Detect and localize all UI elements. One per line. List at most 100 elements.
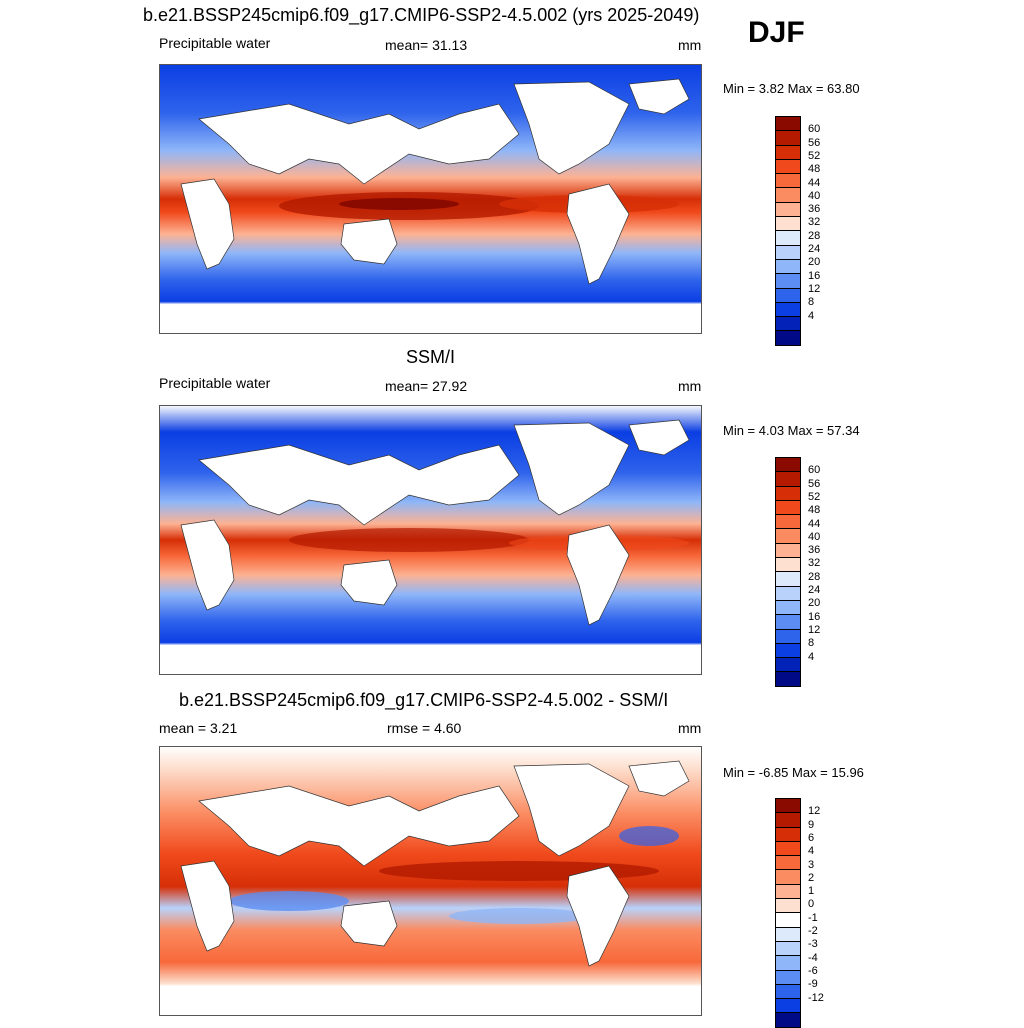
colorbar-swatch bbox=[776, 614, 800, 629]
colorbar-swatch bbox=[776, 855, 800, 870]
colorbar-swatch bbox=[776, 187, 800, 202]
colorbar-tick-label: 28 bbox=[808, 570, 821, 583]
panel-3-land bbox=[180, 760, 690, 967]
colorbar-tick-label: 8 bbox=[808, 296, 815, 309]
panel-2-units: mm bbox=[678, 378, 702, 394]
colorbar-tick-label: -4 bbox=[808, 951, 818, 964]
panel-1-minmax: Min = 3.82 Max = 63.80 bbox=[723, 81, 860, 96]
panel-3-rmse-label: rmse = 4.60 bbox=[387, 720, 462, 736]
panel-2-left-label: Precipitable water bbox=[159, 375, 271, 391]
colorbar-tick-label: 3 bbox=[808, 858, 815, 871]
colorbar-tick-label: 44 bbox=[808, 176, 821, 189]
colorbar-swatch bbox=[776, 158, 800, 174]
colorbar-tick-label: 24 bbox=[808, 243, 821, 255]
panel-1-land bbox=[180, 78, 690, 285]
colorbar-swatch bbox=[776, 883, 800, 899]
colorbar-tick-label: 4 bbox=[808, 845, 815, 858]
colorbar-tick-label: 0 bbox=[808, 898, 815, 911]
colorbar-swatch bbox=[776, 826, 800, 841]
colorbar-swatch bbox=[776, 912, 800, 927]
colorbar-swatch bbox=[776, 528, 800, 543]
colorbar-tick-label: 32 bbox=[808, 216, 821, 229]
colorbar-swatch bbox=[776, 955, 800, 970]
colorbar-swatch bbox=[776, 869, 800, 884]
colorbar-swatch bbox=[776, 1012, 800, 1027]
season-label: DJF bbox=[748, 16, 805, 49]
colorbar-tick-label: 16 bbox=[808, 269, 821, 282]
panel-2-land bbox=[180, 419, 690, 626]
colorbar-swatch bbox=[776, 898, 800, 913]
colorbar-tick-label: 36 bbox=[808, 544, 821, 557]
colorbar-tick-label: 4 bbox=[808, 309, 815, 322]
colorbar-tick-label: -6 bbox=[808, 964, 818, 977]
colorbar-tick-label: 4 bbox=[808, 650, 815, 663]
colorbar-swatch bbox=[776, 628, 800, 643]
panel-1-colorbar-cells bbox=[775, 116, 801, 346]
colorbar-tick-label: 60 bbox=[808, 123, 821, 136]
panel-1-map bbox=[159, 64, 702, 334]
colorbar-swatch bbox=[776, 557, 800, 572]
colorbar-tick-label: 52 bbox=[808, 490, 821, 503]
colorbar-swatch bbox=[776, 542, 800, 558]
colorbar-tick-label: 12 bbox=[808, 282, 821, 295]
panel-2-colorbar-cells bbox=[775, 457, 801, 687]
colorbar-tick-label: 40 bbox=[808, 189, 821, 202]
colorbar-swatch bbox=[776, 458, 800, 472]
panel-3-title: b.e21.BSSP245cmip6.f09_g17.CMIP6-SSP2-4.… bbox=[179, 690, 669, 710]
colorbar-tick-label: -2 bbox=[808, 925, 818, 937]
panel-1-mean-label: mean= 31.13 bbox=[385, 37, 468, 53]
colorbar-swatch bbox=[776, 316, 800, 331]
colorbar-tick-label: 9 bbox=[808, 818, 815, 831]
panel-2-mean-label: mean= 27.92 bbox=[385, 378, 468, 394]
colorbar-swatch bbox=[776, 301, 800, 317]
panel-2-title: SSM/I bbox=[406, 347, 456, 367]
colorbar-tick-label: 24 bbox=[808, 584, 821, 596]
colorbar-swatch bbox=[776, 287, 800, 302]
colorbar-swatch bbox=[776, 201, 800, 217]
panel-3-colorbar-cells bbox=[775, 798, 801, 1028]
colorbar-swatch bbox=[776, 173, 800, 188]
colorbar-tick-label: -3 bbox=[808, 938, 818, 951]
colorbar-swatch bbox=[776, 273, 800, 288]
colorbar-swatch bbox=[776, 514, 800, 529]
colorbar-tick-label: 1 bbox=[808, 885, 815, 898]
colorbar-swatch bbox=[776, 940, 800, 956]
colorbar-tick-label: 12 bbox=[808, 623, 821, 636]
panel-3-minmax: Min = -6.85 Max = 15.96 bbox=[723, 765, 864, 780]
colorbar-tick-label: 36 bbox=[808, 203, 821, 216]
colorbar-tick-label: 44 bbox=[808, 517, 821, 530]
colorbar-swatch bbox=[776, 244, 800, 259]
colorbar-swatch bbox=[776, 230, 800, 245]
colorbar-swatch bbox=[776, 642, 800, 658]
colorbar-swatch bbox=[776, 657, 800, 672]
colorbar-swatch bbox=[776, 216, 800, 231]
panel-2-map bbox=[159, 405, 702, 675]
colorbar-tick-label: 28 bbox=[808, 229, 821, 242]
colorbar-tick-label: 6 bbox=[808, 831, 815, 844]
colorbar-tick-label: 16 bbox=[808, 610, 821, 623]
colorbar-swatch bbox=[776, 485, 800, 500]
colorbar-swatch bbox=[776, 144, 800, 159]
panel-3-mean-label: mean = 3.21 bbox=[159, 720, 238, 736]
colorbar-tick-label: 52 bbox=[808, 149, 821, 162]
colorbar-swatch bbox=[776, 983, 800, 999]
colorbar-swatch bbox=[776, 840, 800, 856]
colorbar-swatch bbox=[776, 599, 800, 615]
colorbar-swatch bbox=[776, 926, 800, 941]
colorbar-tick-label: -1 bbox=[808, 911, 818, 924]
colorbar-swatch bbox=[776, 812, 800, 827]
colorbar-swatch bbox=[776, 571, 800, 586]
colorbar-tick-label: 48 bbox=[808, 163, 821, 176]
colorbar-swatch bbox=[776, 117, 800, 131]
colorbar-tick-label: -12 bbox=[808, 991, 824, 1004]
colorbar-swatch bbox=[776, 330, 800, 345]
panel-3-units: mm bbox=[678, 720, 702, 736]
colorbar-tick-label: 60 bbox=[808, 464, 821, 477]
colorbar-tick-label: 48 bbox=[808, 504, 821, 517]
colorbar-swatch bbox=[776, 258, 800, 274]
colorbar-tick-label: 56 bbox=[808, 136, 821, 149]
colorbar-tick-label: 32 bbox=[808, 557, 821, 570]
colorbar-tick-label: 12 bbox=[808, 805, 821, 818]
panel-3-map bbox=[159, 746, 702, 1016]
colorbar-swatch bbox=[776, 471, 800, 486]
